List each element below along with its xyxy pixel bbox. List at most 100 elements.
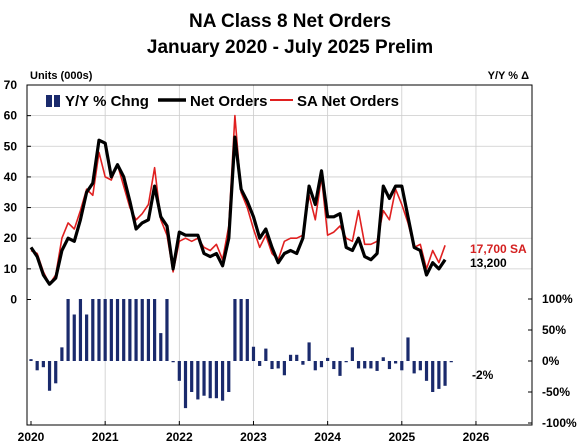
right-axis-label: Y/Y % Δ: [488, 70, 529, 82]
yoy-bar: [313, 361, 317, 371]
legend-label-net: Net Orders: [190, 93, 268, 110]
annotation-net-end: 13,200: [470, 256, 507, 270]
yoy-bar: [387, 361, 392, 370]
yoy-bar: [153, 299, 157, 361]
x-tick-label: 2025: [388, 430, 415, 444]
x-tick-label: 2020: [18, 430, 45, 444]
yoy-bar: [60, 347, 64, 361]
right-tick-label: -50%: [542, 385, 570, 399]
yoy-bar: [97, 299, 101, 361]
chart-title: NA Class 8 Net Orders: [188, 11, 392, 32]
yoy-bar: [165, 299, 169, 361]
yoy-bar: [122, 299, 126, 361]
yoy-bar: [258, 361, 262, 366]
yoy-bar: [406, 337, 410, 361]
yoy-bar: [220, 361, 225, 401]
yoy-bar: [319, 361, 324, 368]
yoy-bar: [78, 299, 83, 361]
yoy-bar: [29, 359, 33, 361]
yoy-bar: [85, 314, 89, 361]
left-tick-label: 30: [4, 201, 18, 215]
right-tick-label: -100%: [542, 416, 577, 430]
yoy-bar: [134, 299, 138, 361]
yoy-bar: [270, 361, 274, 370]
yoy-bar: [109, 299, 113, 361]
yoy-bar: [245, 299, 249, 361]
left-tick-label: 40: [4, 170, 18, 184]
legend-item-net: Net Orders: [158, 93, 268, 110]
legend: Y/Y % Chng Net Orders SA Net Orders: [46, 93, 399, 110]
yoy-bar: [437, 361, 441, 389]
left-tick-label: 20: [4, 231, 18, 245]
x-tick-label: 2023: [240, 430, 267, 444]
yoy-bar: [208, 361, 212, 399]
x-tick-label: 2021: [92, 430, 119, 444]
yoy-bar: [356, 361, 361, 369]
yoy-bar: [251, 346, 256, 361]
yoy-bar: [41, 361, 45, 368]
yoy-bar: [369, 361, 373, 369]
yoy-bar: [128, 299, 132, 361]
yoy-bar: [338, 361, 342, 376]
yoy-bar: [282, 361, 286, 376]
x-tick-label: 2026: [463, 430, 490, 444]
left-axis-label: Units (000s): [30, 70, 93, 82]
left-tick-label: 10: [4, 262, 18, 276]
yoy-bar: [326, 357, 330, 361]
yoy-bar: [424, 361, 429, 381]
yoy-bar: [35, 361, 39, 371]
yoy-bar: [381, 357, 385, 361]
left-tick-label: 50: [4, 139, 18, 153]
annotation-sa-end: 17,700 SA: [470, 242, 527, 256]
yoy-bar: [171, 361, 175, 363]
right-tick-label: 100%: [542, 292, 573, 306]
yoy-bar: [115, 299, 120, 361]
yoy-bar: [344, 361, 348, 363]
yoy-bar: [103, 299, 107, 361]
yoy-bar: [233, 299, 237, 361]
right-tick-label: 0%: [542, 354, 560, 368]
legend-label-sa: SA Net Orders: [297, 93, 399, 110]
yoy-bar: [91, 299, 95, 361]
yoy-bar: [394, 361, 398, 364]
yoy-bar: [264, 348, 268, 361]
left-tick-label: 60: [4, 109, 18, 123]
yoy-bar: [350, 347, 354, 361]
yoy-bar: [190, 361, 194, 392]
yoy-bar: [449, 361, 453, 363]
yoy-bar: [431, 361, 435, 392]
left-tick-label: 0: [10, 293, 17, 307]
yoy-bar: [202, 361, 206, 396]
yoy-bar: [66, 299, 70, 361]
yoy-bar: [214, 361, 218, 399]
yoy-bar: [418, 361, 422, 371]
yoy-bar: [301, 361, 305, 365]
yoy-bar: [412, 361, 416, 374]
legend-item-yoy: Y/Y % Chng: [46, 93, 149, 110]
yoy-bar: [363, 361, 367, 369]
left-tick-label: 70: [4, 78, 18, 92]
yoy-bar: [47, 361, 52, 391]
yoy-bar: [54, 361, 58, 384]
yoy-bar: [288, 354, 293, 361]
yoy-bar: [183, 361, 188, 409]
yoy-bar: [196, 361, 200, 400]
yoy-bar: [140, 299, 144, 361]
x-tick-label: 2024: [314, 430, 341, 444]
legend-item-sa: SA Net Orders: [270, 93, 399, 110]
yoy-bar: [443, 361, 447, 386]
plot-frame: [26, 84, 533, 426]
yoy-bar: [400, 361, 404, 371]
yoy-bar: [159, 333, 163, 361]
yoy-bar: [307, 342, 311, 361]
yoy-bar: [332, 361, 336, 370]
chart-subtitle: January 2020 - July 2025 Prelim: [146, 37, 434, 58]
right-tick-label: 50%: [542, 323, 566, 337]
yoy-bar: [72, 314, 76, 361]
annotation-yoy-end: -2%: [472, 368, 494, 382]
yoy-bar: [239, 299, 243, 361]
legend-label-yoy: Y/Y % Chng: [65, 93, 149, 110]
yoy-bar: [375, 361, 379, 371]
yoy-bar: [276, 361, 280, 369]
